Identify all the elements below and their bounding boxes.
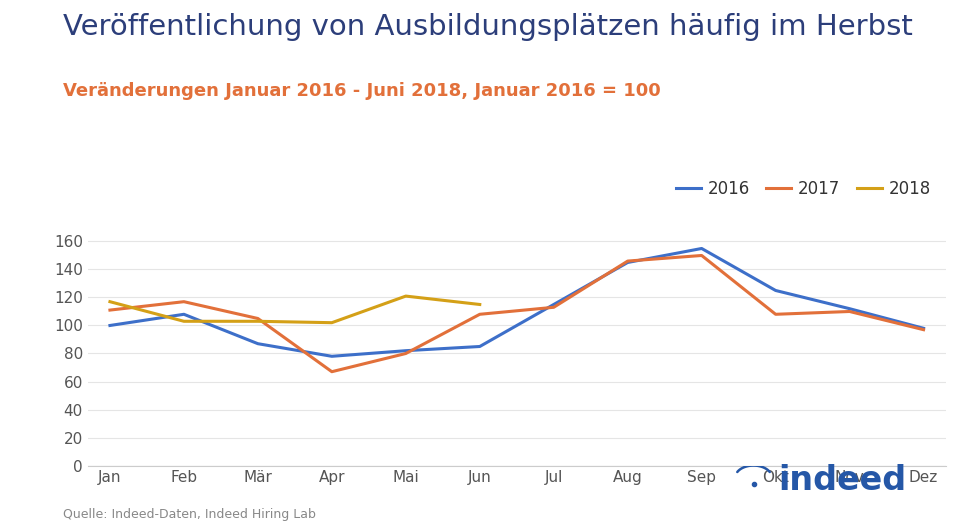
Legend: 2016, 2017, 2018: 2016, 2017, 2018 [669, 174, 937, 205]
Text: Veröffentlichung von Ausbildungsplätzen häufig im Herbst: Veröffentlichung von Ausbildungsplätzen … [63, 13, 914, 41]
Text: indeed: indeed [779, 464, 907, 497]
Text: Quelle: Indeed-Daten, Indeed Hiring Lab: Quelle: Indeed-Daten, Indeed Hiring Lab [63, 508, 316, 521]
Text: Veränderungen Januar 2016 - Juni 2018, Januar 2016 = 100: Veränderungen Januar 2016 - Juni 2018, J… [63, 82, 661, 100]
